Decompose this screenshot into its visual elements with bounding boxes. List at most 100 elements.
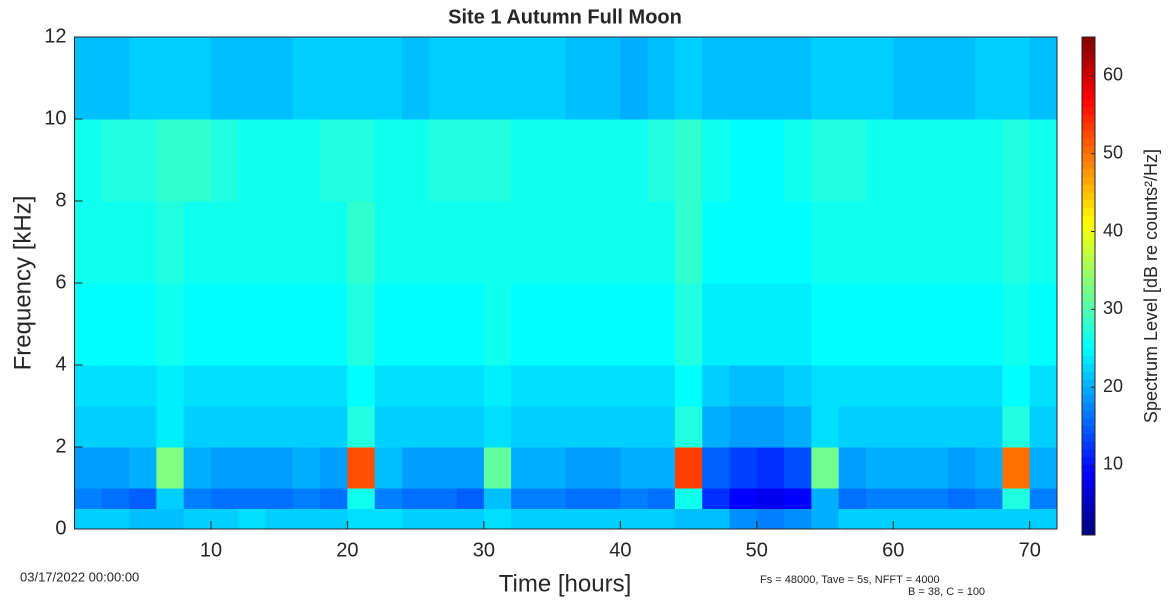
colorbar-segment [1082,278,1095,287]
heatmap-cell [947,508,976,530]
colorbar-segment [1082,192,1095,201]
heatmap-cell [538,406,567,448]
colorbar-segment [1082,426,1095,435]
heatmap-cell [756,37,785,120]
colorbar-segment [1082,394,1095,404]
heatmap-cell [101,201,130,284]
colorbar-segment [1082,410,1095,419]
colorbar-segment [1082,122,1095,131]
heatmap-cell [538,508,567,530]
heatmap-cell [674,201,703,284]
heatmap-cell [238,488,267,509]
heatmap-cell [975,488,1003,509]
heatmap-cell [156,201,185,284]
heatmap-cell [565,283,594,366]
heatmap-cell [483,365,512,407]
heatmap-cell [729,508,758,530]
heatmap-cell [265,508,294,530]
y-tick-label: 6 [55,271,66,293]
heatmap-cell [429,488,458,509]
heatmap-cell [893,488,922,509]
heatmap-cell [593,201,621,284]
heatmap-cell [647,283,676,366]
colorbar-segment [1082,332,1095,341]
colorbar-segment [1082,262,1095,271]
heatmap-cell [975,447,1003,489]
colorbar-segment [1082,215,1095,225]
heatmap-cell [565,447,594,489]
heatmap-cell [838,365,867,407]
colorbar-tick-label: 30 [1103,298,1123,318]
heatmap-cell [538,119,567,202]
colorbar-segment [1082,247,1095,256]
heatmap-cell [183,283,212,366]
heatmap-cell [756,365,785,407]
heatmap-cell [729,488,758,509]
heatmap-cell [647,508,676,530]
colorbar-segment [1082,449,1095,458]
heatmap-cell [593,508,621,530]
y-tick-label: 12 [44,25,66,47]
heatmap-cell [893,365,922,407]
colorbar-segment [1082,239,1095,248]
heatmap-cell [402,447,430,489]
heatmap-cell [74,488,103,509]
x-tick-label: 50 [746,539,768,561]
heatmap-cell [129,283,157,366]
colorbar-segment [1082,60,1095,69]
colorbar-segment [1082,83,1095,92]
heatmap-cell [784,365,812,407]
colorbar-segment [1082,293,1095,303]
heatmap-cell [975,406,1003,448]
colorbar-segment [1082,286,1095,295]
heatmap-cell [538,37,567,120]
heatmap-cell [429,365,458,407]
heatmap-cell [947,447,976,489]
heatmap-cell [347,488,376,509]
heatmap-cell [538,201,567,284]
heatmap-cell [483,119,512,202]
heatmap-cell [1029,447,1058,489]
heatmap-cell [129,201,157,284]
heatmap-cell [483,283,512,366]
heatmap-cell [347,447,376,489]
colorbar-tick-label: 10 [1103,454,1123,474]
colorbar-segment [1082,184,1095,194]
heatmap-cell [784,447,812,489]
colorbar-segment [1082,91,1095,100]
heatmap-cell [1002,488,1031,509]
heatmap [74,37,1058,530]
params-note: B = 38, C = 100 [908,586,985,598]
heatmap-cell [265,283,294,366]
heatmap-cell [947,488,976,509]
heatmap-cell [156,447,185,489]
heatmap-cell [674,37,703,120]
heatmap-cell [811,365,840,407]
colorbar-segment [1082,177,1095,186]
heatmap-cell [238,406,267,448]
heatmap-cell [811,37,840,120]
heatmap-cell [292,119,321,202]
heatmap-cell [565,488,594,509]
heatmap-cell [975,508,1003,530]
heatmap-cell [893,508,922,530]
heatmap-cell [347,37,376,120]
heatmap-cell [947,406,976,448]
heatmap-cell [1002,447,1031,489]
colorbar-segment [1082,527,1095,536]
colorbar-segment [1082,379,1095,388]
heatmap-cell [702,508,730,530]
heatmap-cell [374,488,403,509]
colorbar-segment [1082,472,1095,482]
heatmap-cell [429,447,458,489]
heatmap-cell [210,37,239,120]
colorbar-label: Spectrum Level [dB re counts²/Hz] [1141,149,1161,423]
colorbar-segment [1082,519,1095,528]
heatmap-cell [238,365,267,407]
heatmap-cell [920,37,949,120]
heatmap-cell [347,406,376,448]
heatmap-cell [238,283,267,366]
heatmap-cell [647,406,676,448]
y-tick-label: 10 [44,107,66,129]
heatmap-cell [101,283,130,366]
